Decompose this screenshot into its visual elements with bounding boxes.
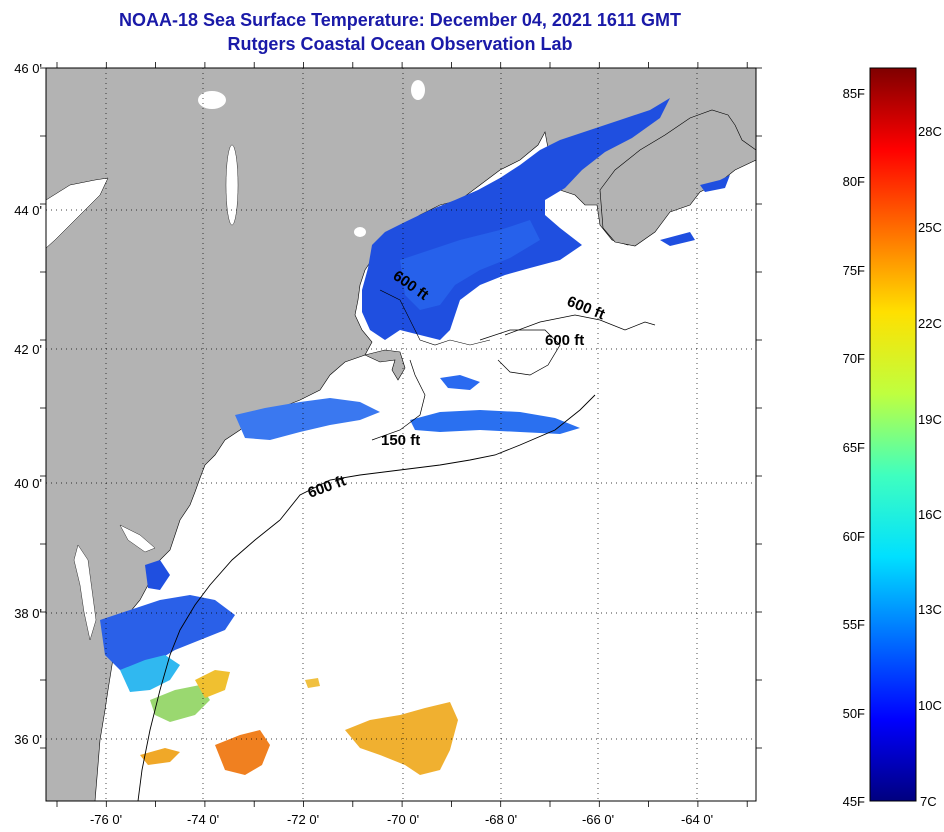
lake-small: [354, 227, 366, 237]
lon-label: -72 0': [287, 812, 319, 827]
lon-label: -74 0': [187, 812, 219, 827]
lat-label: 40 0': [14, 476, 42, 491]
colorbar-f-label: 80F: [843, 174, 865, 189]
lake-small: [411, 80, 425, 100]
colorbar-f-label: 65F: [843, 440, 865, 455]
lon-label: -68 0': [485, 812, 517, 827]
lat-label: 36 0': [14, 732, 42, 747]
contour-label: 150 ft: [381, 432, 420, 449]
colorbar-f-label: 70F: [843, 351, 865, 366]
colorbar-c-label: 7C: [920, 794, 937, 809]
map-subtitle: Rutgers Coastal Ocean Observation Lab: [227, 34, 573, 54]
sst-bay-of-fundy: [660, 232, 695, 246]
colorbar-fahrenheit-labels: 85F 80F 75F 70F 65F 60F 55F 50F 45F: [843, 86, 865, 809]
colorbar-gradient: [869, 67, 917, 802]
map-title: NOAA-18 Sea Surface Temperature: Decembe…: [119, 10, 681, 30]
contour-600ft: [279, 394, 596, 521]
colorbar-celsius-labels: 28C 25C 22C 19C 16C 13C 10C 7C: [918, 124, 942, 809]
colorbar-f-label: 75F: [843, 263, 865, 278]
colorbar-c-label: 19C: [918, 412, 942, 427]
chesapeake-bay: [73, 544, 97, 641]
sst-offshore-yellow: [345, 702, 458, 775]
colorbar-c-label: 22C: [918, 316, 942, 331]
map-frame: [45, 67, 757, 802]
sst-virginia: [120, 655, 180, 692]
sst-mid-atlantic: [100, 595, 235, 670]
graticule: [46, 68, 756, 801]
sst-nj-coast: [145, 560, 170, 590]
colorbar-c-label: 13C: [918, 602, 942, 617]
colorbar-f-label: 45F: [843, 794, 865, 809]
land-cape-cod: [364, 349, 406, 381]
lon-label: -64 0': [681, 812, 713, 827]
delaware-bay: [119, 524, 156, 553]
sst-georges-bank: [410, 410, 580, 434]
sst-carolina-green: [150, 685, 210, 722]
lake-small: [198, 91, 226, 109]
colorbar: 85F 80F 75F 70F 65F 60F 55F 50F 45F 28C …: [843, 67, 942, 809]
map-area: [46, 68, 756, 801]
sst-bay-of-fundy: [700, 175, 730, 192]
contour-label: 600 ft: [545, 332, 584, 349]
sst-hatteras-yellow: [195, 670, 230, 698]
lat-label: 38 0': [14, 606, 42, 621]
contour-600ft-gom2: [479, 329, 561, 376]
colorbar-c-label: 10C: [918, 698, 942, 713]
contour-inner: [379, 289, 491, 346]
sst-gulfstream-yellow: [140, 748, 180, 765]
colorbar-f-label: 85F: [843, 86, 865, 101]
contour-600ft-slope: [137, 519, 281, 801]
contour-600ft-gom: [504, 314, 656, 336]
lat-label: 42 0': [14, 342, 42, 357]
sst-gulfstream-orange: [215, 730, 270, 775]
lake-ontario: [46, 177, 109, 249]
lat-label: 46 0': [14, 61, 42, 76]
lon-label: -66 0': [582, 812, 614, 827]
colorbar-f-label: 55F: [843, 617, 865, 632]
longitude-labels: -76 0' -74 0' -72 0' -70 0' -68 0' -66 0…: [90, 812, 713, 827]
colorbar-c-label: 16C: [918, 507, 942, 522]
lat-label: 44 0': [14, 203, 42, 218]
axis-ticks: [40, 62, 762, 807]
sst-nantucket: [440, 375, 480, 390]
land-mainland: [46, 68, 756, 801]
lon-label: -70 0': [387, 812, 419, 827]
colorbar-f-label: 60F: [843, 529, 865, 544]
contour-150ft: [371, 359, 426, 441]
colorbar-c-label: 28C: [918, 124, 942, 139]
sst-gulf-of-maine-inner: [400, 220, 540, 310]
lon-label: -76 0': [90, 812, 122, 827]
sst-offshore-small: [305, 678, 320, 688]
colorbar-f-label: 50F: [843, 706, 865, 721]
sst-southern-ne: [235, 398, 380, 440]
lake-champlain: [225, 144, 239, 226]
latitude-labels: 46 0' 44 0' 42 0' 40 0' 38 0' 36 0': [14, 61, 42, 747]
colorbar-c-label: 25C: [918, 220, 942, 235]
land-nova-scotia: [599, 109, 756, 247]
